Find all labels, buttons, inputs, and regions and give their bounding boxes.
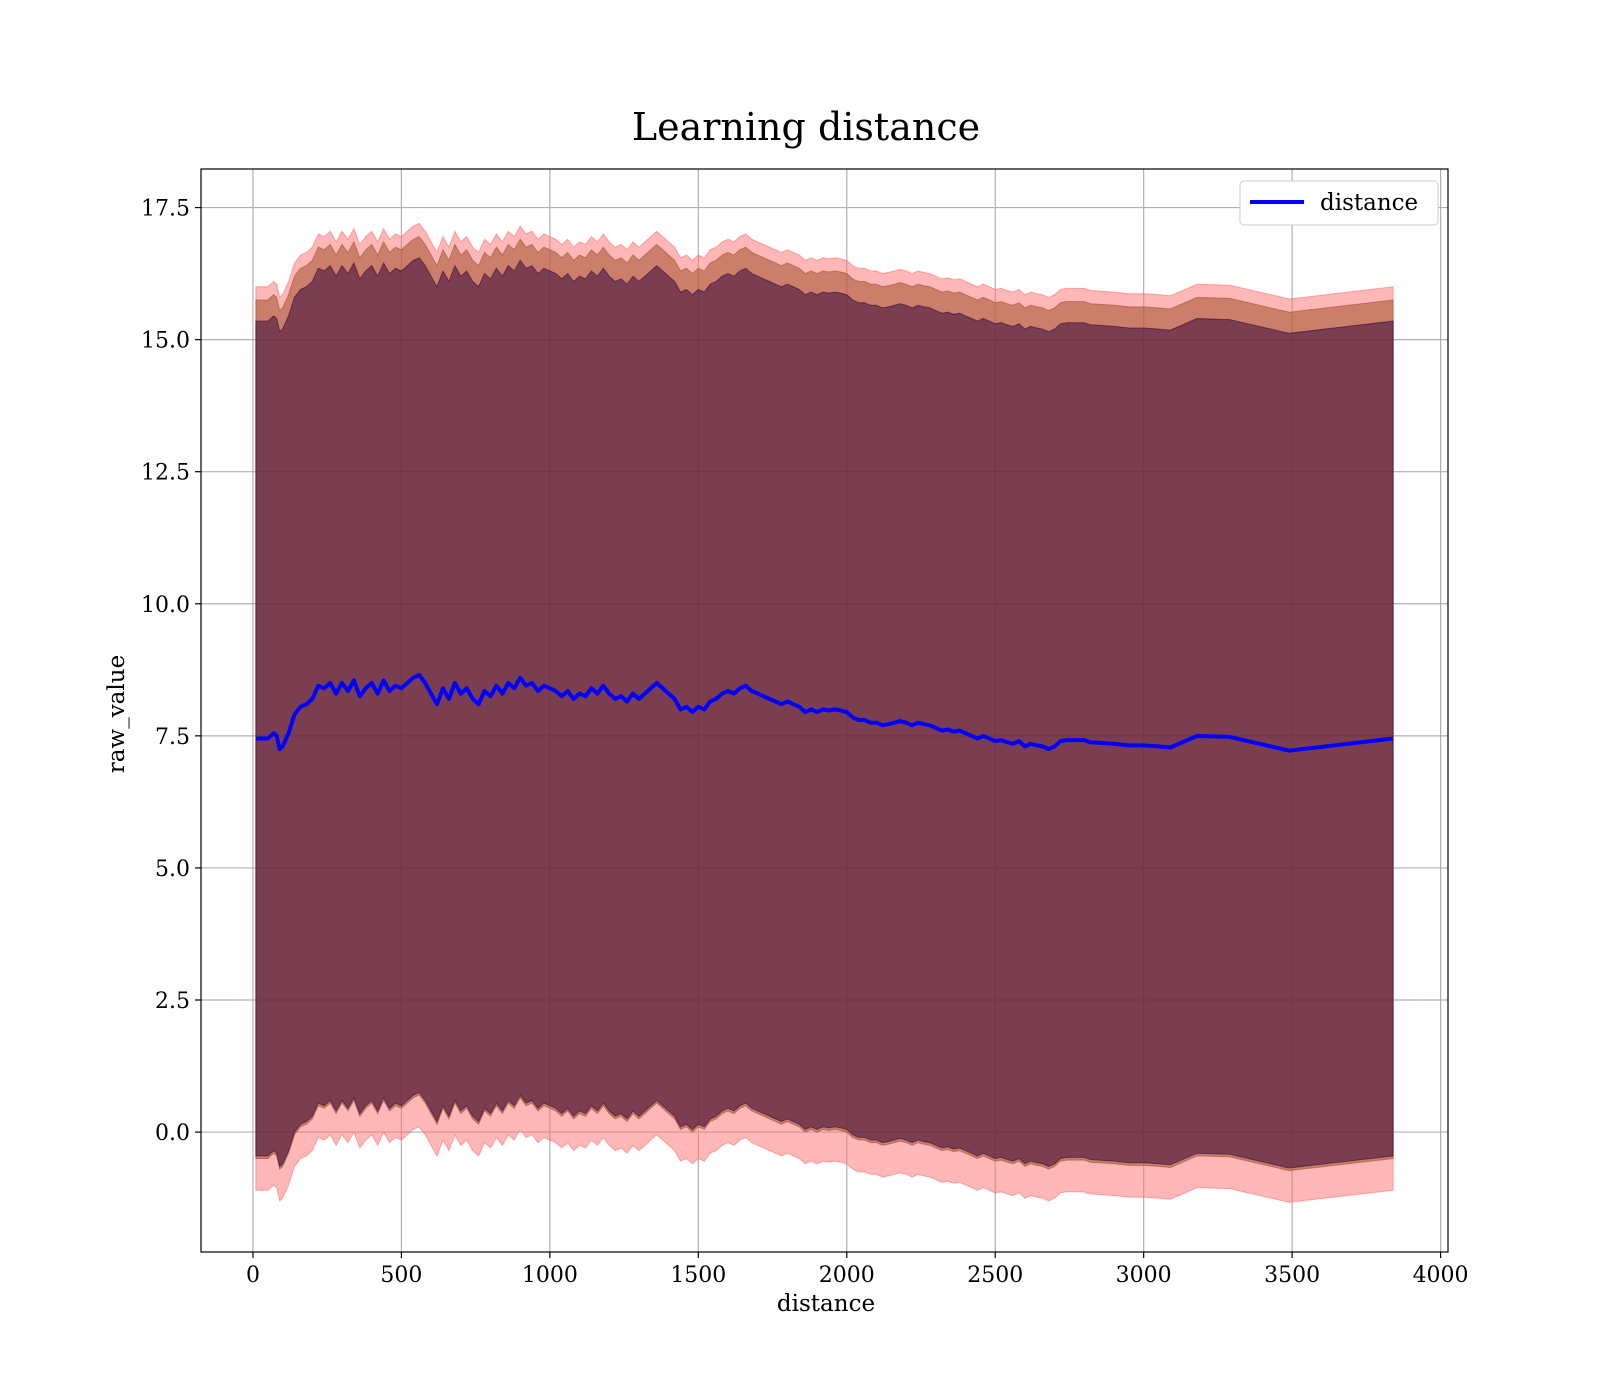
y-tick-label: 7.5	[155, 725, 190, 750]
y-tick-label: 12.5	[141, 461, 190, 486]
series-line-distance	[255, 673, 1394, 753]
x-tick-label: 0	[246, 1263, 260, 1288]
y-tick-label: 2.5	[155, 989, 190, 1014]
chart-title: Learning distance	[632, 105, 980, 149]
x-tick-label: 3500	[1264, 1263, 1320, 1288]
x-axis-label: distance	[777, 1291, 875, 1317]
legend-label-distance: distance	[1320, 190, 1418, 216]
legend-box	[1239, 180, 1439, 226]
y-axis-ticks: 0.0 2.5 5.0 7.5 10.0 12.5 15.0 17.5	[141, 197, 201, 1146]
confidence-bands	[255, 222, 1394, 1203]
legend: distance	[1239, 180, 1439, 226]
y-tick-label: 0.0	[155, 1121, 190, 1146]
y-axis-label: raw_value	[104, 655, 130, 773]
series-lines	[255, 673, 1394, 753]
x-tick-label: 500	[380, 1263, 422, 1288]
axes-frame	[200, 168, 1449, 1253]
x-tick-label: 2500	[967, 1263, 1023, 1288]
y-tick-label: 17.5	[141, 197, 190, 222]
y-tick-label: 15.0	[141, 329, 190, 354]
x-tick-label: 3000	[1116, 1263, 1172, 1288]
x-axis-ticks: 0 500 1000 1500 2000 2500 3000 3500 4000	[246, 1252, 1469, 1288]
y-tick-label: 5.0	[155, 857, 190, 882]
y-tick-label: 10.0	[141, 593, 190, 618]
band-area-2	[255, 257, 1394, 1169]
x-tick-label: 1500	[670, 1263, 726, 1288]
x-tick-label: 1000	[522, 1263, 578, 1288]
x-tick-label: 2000	[819, 1263, 875, 1288]
x-tick-label: 4000	[1413, 1263, 1469, 1288]
